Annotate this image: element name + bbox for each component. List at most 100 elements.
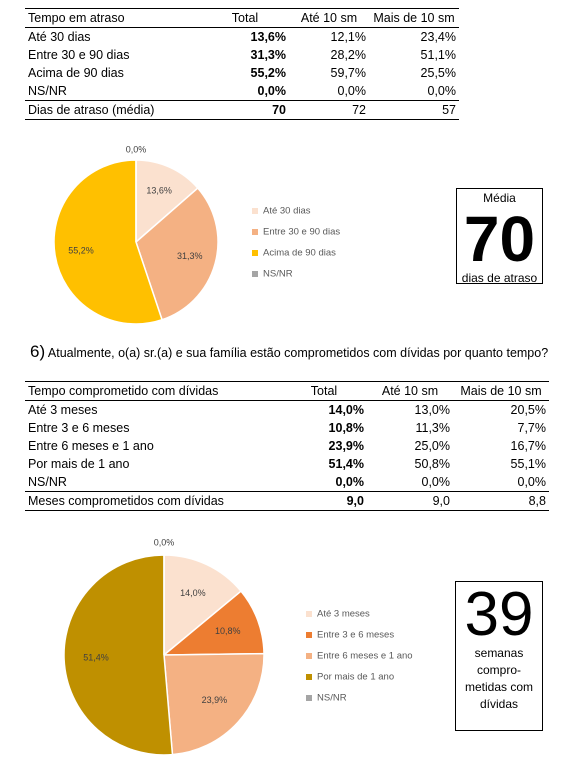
box-caption: dias de atraso (461, 270, 538, 285)
table-cell: Tempo em atraso (25, 8, 201, 28)
slice-label: 0,0% (154, 537, 175, 547)
table-row: Meses comprometidos com dívidas 9,0 9,0 8,8 (25, 491, 549, 511)
table-cell: Até 3 meses (28, 403, 98, 417)
table-cell: 70 (201, 100, 289, 120)
legend-swatch (306, 653, 312, 659)
table-row: Entre 30 e 90 dias 31,3% 28,2% 51,1% (25, 46, 459, 64)
legend-label: Entre 3 e 6 meses (317, 630, 394, 641)
pie-chart: 14,0% 10,8% 23,9% 51,4% 0,0% Até 3 meses Entre… (63, 537, 413, 756)
legend-swatch (252, 229, 258, 235)
summary-box: 39 semanas compro-metidas com dívidas (455, 581, 543, 731)
table-row: Entre 3 e 6 meses 10,8% 11,3% 7,7% (25, 419, 549, 437)
table-cell: Dias de atraso (média) (25, 100, 201, 120)
table-row: Tempo comprometido com dívidas Total Até 1… (25, 381, 549, 401)
legend-swatch (306, 695, 312, 701)
table-cell: 11,3% (415, 421, 450, 435)
table-cell: 59,7% (330, 66, 366, 80)
table-row: Tempo em atraso Total Até 10 sm Mais de 10 … (25, 8, 459, 28)
table-cell: 50,8% (414, 457, 450, 471)
table-cell: Total (281, 381, 367, 401)
table-cell: 9,0 (281, 491, 367, 511)
table-cell: 8,8 (453, 491, 549, 511)
legend-label: Por mais de 1 ano (317, 672, 394, 683)
table-cell: 23,9% (328, 439, 364, 453)
table-cell: 16,7% (510, 439, 546, 453)
pie-slice (63, 554, 174, 756)
table-cell: NS/NR (28, 475, 67, 489)
pie-chart: 13,6% 31,3% 55,2% 0,0% Até 30 dias Entre 30 e… (53, 145, 340, 325)
table-cell: 7,7% (517, 421, 547, 435)
pie-slice (161, 590, 265, 656)
pie-slice (135, 187, 219, 321)
box-value: 39 (464, 580, 534, 649)
table-cell: 31,3% (250, 48, 286, 62)
table-cell: Mais de 10 sm (369, 8, 459, 28)
table-cell: Entre 3 e 6 meses (28, 421, 130, 435)
question: 6) Atualmente, o(a) sr.(a) e sua família… (30, 342, 548, 362)
table-cell: 14,0% (328, 403, 364, 417)
table-cell: Meses comprometidos com dívidas (25, 491, 281, 511)
slice-label: 23,9% (202, 695, 228, 705)
table-row: Por mais de 1 ano 51,4% 50,8% 55,1% (25, 455, 549, 473)
slice-label: 13,6% (146, 186, 172, 196)
legend-label: Até 30 dias (263, 206, 311, 217)
table-cell: Mais de 10 sm (453, 381, 549, 401)
table-cell: Acima de 90 dias (28, 66, 124, 80)
table-cell: 51,4% (328, 457, 364, 471)
table-cell: 20,5% (510, 403, 546, 417)
slice-label: 0,0% (126, 145, 147, 155)
legend-label: NS/NR (263, 269, 293, 280)
pie-slice (135, 159, 199, 244)
table-cell: 0,0% (337, 84, 367, 98)
table-cell: 12,1% (330, 30, 366, 44)
legend-label: NS/NR (317, 693, 347, 704)
table-cell: 57 (369, 100, 459, 120)
slice-label: 31,3% (177, 251, 203, 261)
legend-swatch (306, 632, 312, 638)
table-cell: 0,0% (257, 84, 287, 98)
table-row: Até 30 dias 13,6% 12,1% 23,4% (25, 28, 459, 47)
data-table: Tempo em atraso Total Até 10 sm Mais de 10 … (25, 8, 459, 120)
table-cell: 0,0% (421, 475, 451, 489)
table-cell: 13,6% (250, 30, 286, 44)
box-title: Média (483, 191, 516, 205)
table-row: NS/NR 0,0% 0,0% 0,0% (25, 473, 549, 492)
table-cell: Até 10 sm (289, 8, 369, 28)
table-cell: NS/NR (28, 84, 67, 98)
slice-label: 14,0% (180, 588, 206, 598)
table-cell: 13,0% (414, 403, 450, 417)
table-cell: 9,0 (367, 491, 453, 511)
data-table: Tempo comprometido com dívidas Total Até 1… (25, 381, 549, 511)
table-cell: 72 (289, 100, 369, 120)
table-row: Até 3 meses 14,0% 13,0% 20,5% (25, 401, 549, 420)
table-cell: 28,2% (330, 48, 366, 62)
table-row: Entre 6 meses e 1 ano 23,9% 25,0% 16,7% (25, 437, 549, 455)
table-cell: Total (201, 8, 289, 28)
legend-label: Acima de 90 dias (263, 248, 336, 259)
table-cell: 25,5% (420, 66, 456, 80)
box-value: 70 (463, 203, 536, 275)
table-cell: Até 10 sm (367, 381, 453, 401)
box-caption: semanas (474, 645, 524, 660)
legend-swatch (252, 271, 258, 277)
pie-slice (163, 554, 243, 657)
box-caption: metidas com (464, 679, 534, 694)
table-cell: Entre 30 e 90 dias (28, 48, 130, 62)
legend-swatch (252, 250, 258, 256)
legend-swatch (306, 611, 312, 617)
table-cell: 0,0% (335, 475, 365, 489)
table-cell: 0,0% (517, 475, 547, 489)
table-cell: 51,1% (420, 48, 456, 62)
question-text: Atualmente, o(a) sr.(a) e sua família es… (47, 346, 549, 360)
table-cell: Tempo comprometido com dívidas (25, 381, 281, 401)
slice-label: 51,4% (83, 652, 109, 662)
table-cell: Entre 6 meses e 1 ano (28, 439, 154, 453)
table-cell: 25,0% (414, 439, 450, 453)
slice-label: 10,8% (215, 626, 241, 636)
table-cell: 23,4% (420, 30, 456, 44)
box-caption: dívidas (479, 696, 519, 711)
table-row: NS/NR 0,0% 0,0% 0,0% (25, 82, 459, 101)
table-row: Acima de 90 dias 55,2% 59,7% 25,5% (25, 64, 459, 82)
legend-label: Até 3 meses (317, 609, 370, 620)
